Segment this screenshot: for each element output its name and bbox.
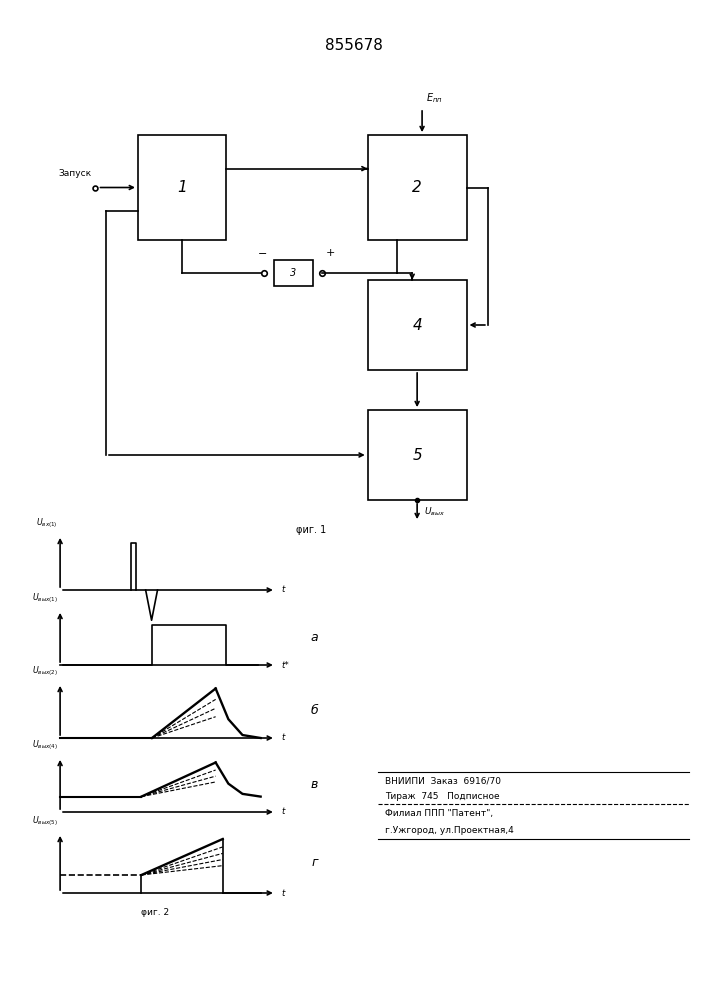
Text: ВНИИПИ  Заказ  6916/70: ВНИИПИ Заказ 6916/70 [385, 776, 501, 785]
Text: в: в [311, 778, 318, 791]
Text: Запуск: Запуск [59, 168, 92, 178]
Bar [138, 135, 226, 240]
Text: 1: 1 [177, 180, 187, 195]
Text: $U_{вых}$: $U_{вых}$ [424, 505, 445, 518]
Text: г.Ужгород, ул.Проектная,4: г.Ужгород, ул.Проектная,4 [385, 826, 514, 835]
Text: б: б [311, 704, 318, 717]
Text: t: t [281, 585, 285, 594]
Text: $U_{вых(5)}$: $U_{вых(5)}$ [32, 814, 58, 828]
Text: t*: t* [281, 660, 289, 670]
Text: t: t [281, 888, 285, 898]
Text: 3: 3 [291, 267, 296, 277]
Text: φиг. 2: φиг. 2 [141, 908, 170, 917]
Text: $U_{вых(1)}$: $U_{вых(1)}$ [32, 591, 58, 605]
Text: $U_{вых(4)}$: $U_{вых(4)}$ [32, 738, 58, 752]
Text: 2: 2 [412, 180, 422, 195]
Text: 855678: 855678 [325, 38, 382, 53]
Text: −: − [257, 248, 267, 258]
Text: $U_{вых(2)}$: $U_{вых(2)}$ [32, 664, 58, 678]
Bar [368, 410, 467, 500]
Text: Филиал ППП "Патент",: Филиал ППП "Патент", [385, 809, 493, 818]
Text: $E_{пп}$: $E_{пп}$ [426, 91, 443, 105]
Text: t: t [281, 808, 285, 816]
Text: 4: 4 [412, 318, 422, 332]
Text: φиг. 1: φиг. 1 [296, 525, 326, 535]
Bar [368, 135, 467, 240]
Text: Тираж  745   Подписное: Тираж 745 Подписное [385, 792, 500, 801]
Text: 5: 5 [412, 448, 422, 462]
Text: t: t [281, 734, 285, 742]
Text: $U_{вх(1)}$: $U_{вх(1)}$ [36, 516, 58, 530]
Bar [274, 259, 313, 286]
Text: а: а [311, 631, 318, 644]
Text: г: г [311, 856, 318, 869]
Text: +: + [326, 248, 335, 258]
Bar [368, 280, 467, 370]
